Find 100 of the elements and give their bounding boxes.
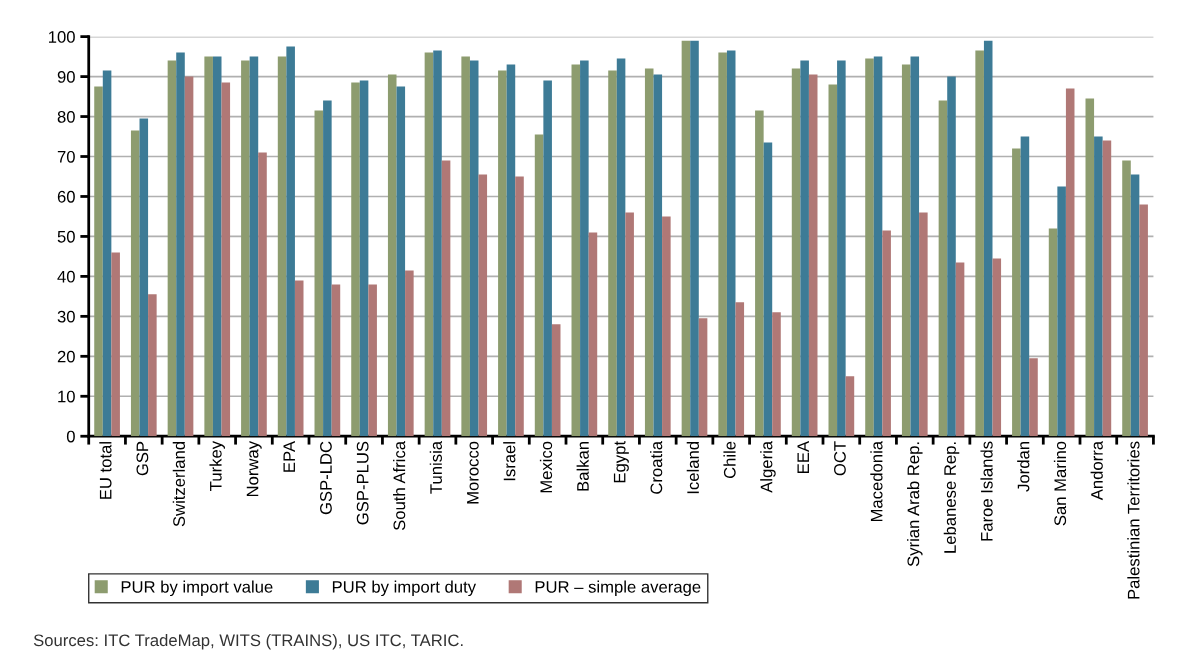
y-tick-label: 80 xyxy=(57,110,75,123)
x-tick-label: Balkan xyxy=(576,442,589,491)
bar xyxy=(351,82,360,437)
bar xyxy=(571,64,581,437)
x-tick-label: EPA xyxy=(283,440,295,472)
bar xyxy=(919,212,928,437)
bar xyxy=(1122,160,1131,437)
bar xyxy=(791,68,801,437)
bar xyxy=(204,56,213,437)
x-tick-label: Morocco xyxy=(467,441,479,504)
bar xyxy=(1085,98,1095,437)
bar xyxy=(653,74,663,437)
bar xyxy=(258,152,267,437)
legend-label: PUR by import duty xyxy=(332,580,477,597)
bar xyxy=(808,74,818,437)
y-tick-label: 70 xyxy=(57,150,75,163)
bar xyxy=(469,60,479,437)
bar xyxy=(212,56,222,437)
bar xyxy=(772,312,781,437)
bar xyxy=(837,60,846,437)
y-tick-label: 20 xyxy=(57,350,75,363)
x-tick-label: Chile xyxy=(723,441,736,479)
bar xyxy=(588,232,598,437)
bar xyxy=(662,216,671,437)
x-tick-label: GSP-LDC xyxy=(320,441,332,515)
bar xyxy=(111,252,120,437)
x-tick-label: Croatia xyxy=(650,440,663,494)
bar xyxy=(992,258,1002,437)
source-note: Sources: ITC TradeMap, WITS (TRAINS), US ITC, TARIC. xyxy=(33,633,463,650)
bar xyxy=(405,270,414,437)
bar xyxy=(1065,88,1075,437)
x-tick-label: Turkey xyxy=(209,440,225,491)
bar xyxy=(608,70,617,437)
bar xyxy=(625,212,634,437)
x-tick-label: Algeria xyxy=(760,440,776,493)
bar xyxy=(983,40,993,437)
x-tick-label: Faroe Islands xyxy=(980,441,993,541)
bar xyxy=(698,318,708,437)
bar xyxy=(249,56,259,437)
legend-label: PUR – simple average xyxy=(535,580,701,597)
x-tick-label: EU total xyxy=(99,442,112,499)
bar xyxy=(763,142,773,437)
x-tick-label: Norway xyxy=(246,440,262,497)
x-tick-label: Jordan xyxy=(1017,442,1030,492)
bar xyxy=(221,82,231,437)
bar xyxy=(102,70,112,437)
x-tick-label: GSP xyxy=(136,441,149,476)
bar xyxy=(901,64,911,437)
bar xyxy=(1094,136,1103,437)
bar xyxy=(938,100,948,437)
x-tick-label: Egypt xyxy=(613,441,629,483)
bar xyxy=(331,284,341,437)
bar xyxy=(690,40,699,437)
y-tick-label: 60 xyxy=(57,190,75,203)
y-tick-label: 50 xyxy=(57,230,75,243)
x-tick-label: Israel xyxy=(503,442,516,481)
bar xyxy=(506,64,516,437)
bar xyxy=(1130,174,1140,437)
y-tick-label: 90 xyxy=(57,70,75,83)
bar xyxy=(148,294,157,437)
bar xyxy=(176,52,185,437)
bar xyxy=(726,50,736,437)
bar xyxy=(534,134,544,437)
x-tick-label: Macedonia xyxy=(870,440,883,522)
bar xyxy=(387,74,397,437)
bar xyxy=(681,40,691,437)
bar xyxy=(845,376,855,437)
x-tick-label: OCT xyxy=(834,441,846,476)
x-tick-label: Tunisia xyxy=(429,440,442,494)
bar xyxy=(975,50,984,437)
bar xyxy=(1139,204,1148,437)
bar xyxy=(184,76,194,437)
x-tick-label: South Africa xyxy=(393,440,406,531)
bar xyxy=(277,56,287,437)
bar xyxy=(755,110,764,437)
bar xyxy=(441,160,451,437)
bar xyxy=(396,86,406,437)
bar xyxy=(800,60,809,437)
bar xyxy=(167,60,177,437)
bar xyxy=(478,174,488,437)
bar xyxy=(947,76,956,437)
bar xyxy=(368,284,377,437)
bar xyxy=(130,130,140,437)
bar xyxy=(314,110,324,437)
bar xyxy=(616,58,626,437)
bar xyxy=(735,302,745,437)
bar xyxy=(294,280,304,437)
bar xyxy=(865,58,874,437)
x-tick-label: Palestinian Territories xyxy=(1127,441,1140,599)
bar xyxy=(1029,358,1038,437)
x-tick-label: Syrian Arab Rep. xyxy=(907,442,923,567)
bar xyxy=(1020,136,1030,437)
bar xyxy=(955,262,965,437)
y-tick-label: 40 xyxy=(57,270,75,283)
x-tick-label: Switzerland xyxy=(172,442,185,527)
bar xyxy=(644,68,654,437)
bar xyxy=(873,56,883,437)
y-tick-label: 100 xyxy=(49,31,75,43)
bar xyxy=(1012,148,1021,437)
y-tick-label: 10 xyxy=(58,390,75,403)
